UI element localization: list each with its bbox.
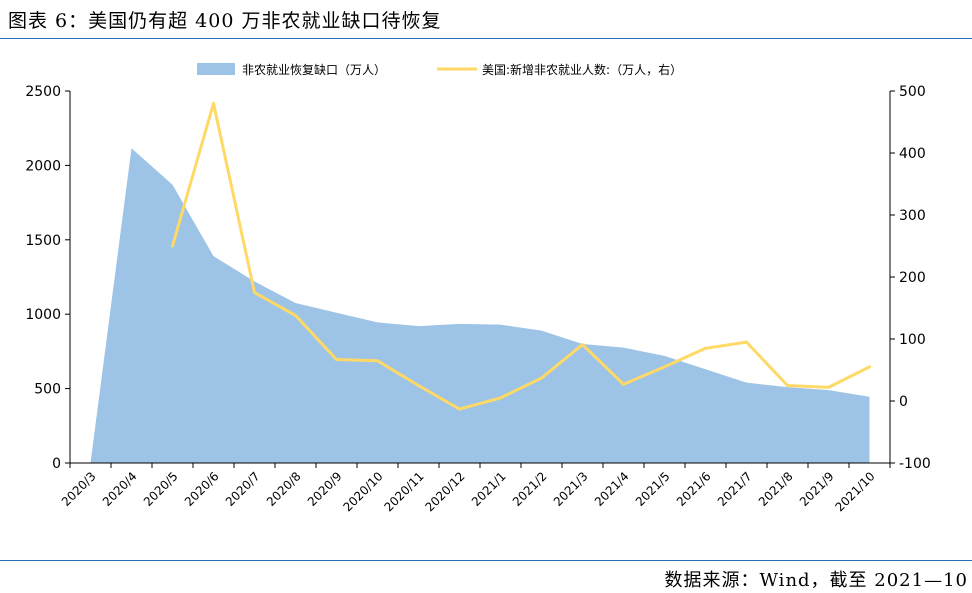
payroll-point	[171, 244, 174, 248]
figure-title: 图表 6：美国仍有超 400 万非农就业缺口待恢复	[8, 10, 442, 32]
y-right-tick-label: 400	[899, 146, 926, 162]
legend-label-line: 美国:新增非农就业人数:（万人，右）	[482, 62, 682, 77]
x-tick-label: 2020/3	[59, 469, 99, 509]
x-tick-label: 2021/6	[674, 469, 714, 509]
x-tick-label: 2021/3	[551, 469, 591, 509]
chart-canvas: 0 500 1000 1500 2000 2500 -100 0 100 200 300 400 500…	[25, 62, 931, 514]
y-left-tick-label: 1000	[25, 307, 61, 323]
bottom-divider	[0, 560, 972, 561]
y-right-tick-label: 100	[899, 332, 926, 348]
x-tick-label: 2021/10	[832, 469, 877, 514]
payroll-point	[376, 359, 379, 363]
x-tick-label: 2021/8	[756, 469, 796, 509]
x-tick-label: 2020/9	[305, 469, 345, 509]
payroll-line	[171, 101, 871, 411]
x-tick-label: 2020/4	[100, 469, 140, 509]
payroll-point	[499, 396, 502, 400]
x-tick-label: 2020/10	[340, 469, 385, 514]
legend: 非农就业恢复缺口（万人） 美国:新增非农就业人数:（万人，右）	[197, 62, 682, 77]
gap-area	[90, 148, 870, 463]
top-divider	[0, 38, 972, 39]
x-tick-label: 2021/7	[715, 469, 755, 509]
y-left-tick-label: 1500	[25, 233, 61, 249]
x-tick-label: 2021/4	[592, 469, 632, 509]
y-left-tick-label: 2500	[25, 84, 61, 100]
payroll-point	[335, 357, 338, 361]
x-tick-label: 2021/9	[797, 469, 837, 509]
y-left-tick-label: 2000	[25, 158, 61, 174]
y-right-tick-label: 0	[899, 394, 908, 410]
y-right-tick-label: 300	[899, 208, 926, 224]
payroll-point	[294, 313, 297, 317]
x-tick-label: 2020/7	[223, 469, 263, 509]
payroll-point	[581, 343, 584, 347]
payroll-point	[622, 382, 625, 386]
payroll-point	[786, 384, 789, 387]
payroll-point	[704, 346, 707, 350]
y-left-tick-label: 500	[34, 382, 61, 398]
y-left-tick-label: 0	[52, 456, 61, 472]
x-tick-label: 2021/2	[510, 469, 550, 509]
x-tick-label: 2020/6	[182, 469, 222, 509]
payroll-point	[745, 340, 748, 344]
payroll-point	[663, 365, 666, 369]
payroll-point	[827, 385, 830, 389]
payroll-point	[212, 101, 215, 105]
payroll-point	[417, 384, 420, 387]
payroll-line-layer	[171, 101, 871, 411]
x-tick-label: 2021/1	[469, 469, 509, 509]
gap-area-layer	[90, 148, 870, 463]
source-note: 数据来源：Wind，截至 2021—10	[664, 570, 968, 591]
payroll-point	[253, 291, 256, 294]
x-tick-label: 2020/12	[422, 469, 467, 514]
x-tick-label: 2020/5	[141, 469, 181, 509]
legend-swatch-area	[197, 63, 235, 75]
y-right-tick-label: 500	[899, 84, 926, 100]
x-tick-label: 2021/5	[633, 469, 673, 509]
y-right-tick-label: 200	[899, 270, 926, 286]
payroll-point	[868, 365, 871, 369]
x-tick-label: 2020/11	[381, 469, 426, 514]
x-tick-label: 2020/8	[264, 469, 304, 509]
payroll-point	[540, 376, 543, 380]
y-right-tick-label: -100	[899, 456, 931, 472]
legend-label-area: 非农就业恢复缺口（万人）	[242, 62, 386, 77]
payroll-point	[458, 407, 461, 411]
